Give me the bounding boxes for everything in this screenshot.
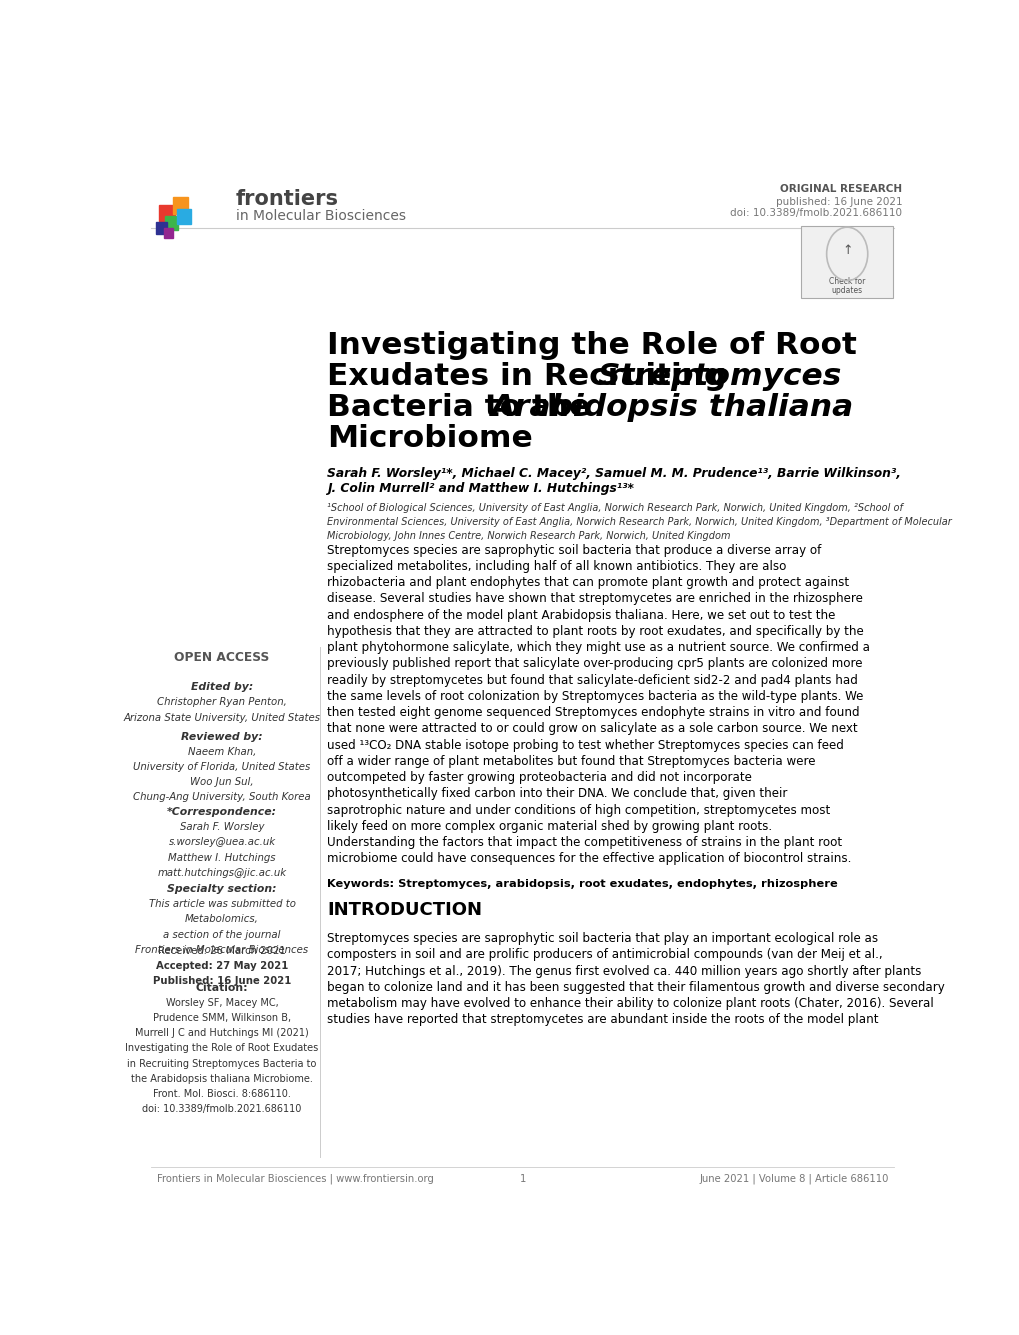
Text: Microbiology, John Innes Centre, Norwich Research Park, Norwich, United Kingdom: Microbiology, John Innes Centre, Norwich… [327, 530, 731, 541]
Bar [165, 216, 178, 230]
Text: Murrell J C and Hutchings MI (2021): Murrell J C and Hutchings MI (2021) [136, 1028, 309, 1039]
Text: OPEN ACCESS: OPEN ACCESS [174, 651, 269, 665]
Text: Investigating the Role of Root Exudates: Investigating the Role of Root Exudates [125, 1044, 318, 1053]
Text: Specialty section:: Specialty section: [167, 884, 276, 894]
Text: matt.hutchings@jic.ac.uk: matt.hutchings@jic.ac.uk [157, 868, 286, 878]
Text: Bacteria to the: Bacteria to the [327, 392, 601, 422]
Text: Prudence SMM, Wilkinson B,: Prudence SMM, Wilkinson B, [153, 1013, 290, 1023]
Text: specialized metabolites, including half of all known antibiotics. They are also: specialized metabolites, including half … [327, 559, 786, 573]
Bar [156, 222, 167, 234]
Text: disease. Several studies have shown that streptomycetes are enriched in the rhiz: disease. Several studies have shown that… [327, 593, 862, 605]
Text: doi: 10.3389/fmolb.2021.686110: doi: 10.3389/fmolb.2021.686110 [730, 207, 902, 218]
Text: ↑: ↑ [841, 244, 852, 258]
Text: Accepted: 27 May 2021: Accepted: 27 May 2021 [156, 961, 288, 971]
Text: Check for: Check for [828, 278, 864, 287]
Text: in Molecular Biosciences: in Molecular Biosciences [235, 208, 406, 223]
Text: *Correspondence:: *Correspondence: [167, 806, 277, 817]
Text: the Arabidopsis thaliana Microbiome.: the Arabidopsis thaliana Microbiome. [131, 1073, 313, 1084]
Text: hypothesis that they are attracted to plant roots by root exudates, and specific: hypothesis that they are attracted to pl… [327, 625, 863, 638]
Text: Worsley SF, Macey MC,: Worsley SF, Macey MC, [165, 997, 278, 1008]
Text: ORIGINAL RESEARCH: ORIGINAL RESEARCH [780, 184, 902, 195]
Text: off a wider range of plant metabolites but found that Streptomyces bacteria were: off a wider range of plant metabolites b… [327, 754, 815, 768]
Bar [173, 198, 187, 214]
Text: Woo Jun Sul,: Woo Jun Sul, [191, 777, 254, 788]
Text: Metabolomics,: Metabolomics, [184, 914, 259, 924]
Text: Investigating the Role of Root: Investigating the Role of Root [327, 331, 857, 360]
Text: Reviewed by:: Reviewed by: [181, 732, 263, 741]
Text: This article was submitted to: This article was submitted to [149, 900, 296, 909]
Text: June 2021 | Volume 8 | Article 686110: June 2021 | Volume 8 | Article 686110 [698, 1173, 888, 1184]
Text: Sarah F. Worsley: Sarah F. Worsley [179, 822, 264, 832]
Text: J. Colin Murrell² and Matthew I. Hutchings¹³*: J. Colin Murrell² and Matthew I. Hutchin… [327, 482, 634, 495]
Text: outcompeted by faster growing proteobacteria and did not incorporate: outcompeted by faster growing proteobact… [327, 772, 752, 784]
Text: Keywords: Streptomyces, arabidopsis, root exudates, endophytes, rhizosphere: Keywords: Streptomyces, arabidopsis, roo… [327, 878, 838, 889]
Text: Arabidopsis thaliana: Arabidopsis thaliana [490, 392, 853, 422]
Bar [176, 210, 191, 224]
Text: Received: 26 March 2021: Received: 26 March 2021 [158, 945, 285, 956]
Text: Edited by:: Edited by: [191, 682, 253, 693]
Text: saprotrophic nature and under conditions of high competition, streptomycetes mos: saprotrophic nature and under conditions… [327, 804, 829, 817]
Text: Streptomyces species are saprophytic soil bacteria that produce a diverse array : Streptomyces species are saprophytic soi… [327, 543, 821, 557]
Text: published: 16 June 2021: published: 16 June 2021 [775, 196, 902, 207]
Text: s.worsley@uea.ac.uk: s.worsley@uea.ac.uk [168, 837, 275, 848]
Text: then tested eight genome sequenced Streptomyces endophyte strains in vitro and f: then tested eight genome sequenced Strep… [327, 706, 859, 720]
Text: Naeem Khan,: Naeem Khan, [187, 746, 256, 757]
Text: Exudates in Recruiting: Exudates in Recruiting [327, 362, 737, 391]
Text: Streptomyces: Streptomyces [597, 362, 842, 391]
Text: Sarah F. Worsley¹*, Michael C. Macey², Samuel M. M. Prudence¹³, Barrie Wilkinson: Sarah F. Worsley¹*, Michael C. Macey², S… [327, 467, 901, 479]
Text: University of Florida, United States: University of Florida, United States [133, 762, 311, 772]
Text: Matthew I. Hutchings: Matthew I. Hutchings [168, 853, 275, 862]
Bar [164, 228, 173, 238]
Text: used ¹³CO₂ DNA stable isotope probing to test whether Streptomyces species can f: used ¹³CO₂ DNA stable isotope probing to… [327, 738, 844, 752]
Text: INTRODUCTION: INTRODUCTION [327, 901, 482, 920]
Text: ¹School of Biological Sciences, University of East Anglia, Norwich Research Park: ¹School of Biological Sciences, Universi… [327, 503, 903, 513]
FancyBboxPatch shape [800, 227, 893, 298]
Text: a section of the journal: a section of the journal [163, 929, 280, 940]
Text: 1: 1 [519, 1173, 526, 1184]
Text: microbiome could have consequences for the effective application of biocontrol s: microbiome could have consequences for t… [327, 852, 851, 865]
Text: Microbiome: Microbiome [327, 423, 533, 453]
Text: in Recruiting Streptomyces Bacteria to: in Recruiting Streptomyces Bacteria to [127, 1059, 317, 1068]
Text: rhizobacteria and plant endophytes that can promote plant growth and protect aga: rhizobacteria and plant endophytes that … [327, 577, 849, 589]
Text: readily by streptomycetes but found that salicylate-deficient sid2-2 and pad4 pl: readily by streptomycetes but found that… [327, 674, 857, 686]
Text: Citation:: Citation: [196, 983, 248, 992]
Text: previously published report that salicylate over-producing cpr5 plants are colon: previously published report that salicyl… [327, 657, 862, 670]
Text: frontiers: frontiers [235, 188, 338, 208]
Text: Environmental Sciences, University of East Anglia, Norwich Research Park, Norwic: Environmental Sciences, University of Ea… [327, 517, 952, 527]
Text: and endosphere of the model plant Arabidopsis thaliana. Here, we set out to test: and endosphere of the model plant Arabid… [327, 609, 835, 622]
Text: the same levels of root colonization by Streptomyces bacteria as the wild-type p: the same levels of root colonization by … [327, 690, 863, 702]
Text: metabolism may have evolved to enhance their ability to colonize plant roots (Ch: metabolism may have evolved to enhance t… [327, 997, 933, 1011]
Text: that none were attracted to or could grow on salicylate as a sole carbon source.: that none were attracted to or could gro… [327, 722, 857, 736]
Text: likely feed on more complex organic material shed by growing plant roots.: likely feed on more complex organic mate… [327, 820, 771, 833]
Text: Arizona State University, United States: Arizona State University, United States [123, 713, 320, 722]
Text: studies have reported that streptomycetes are abundant inside the roots of the m: studies have reported that streptomycete… [327, 1013, 878, 1027]
Text: Christopher Ryan Penton,: Christopher Ryan Penton, [157, 697, 286, 708]
Text: Streptomyces species are saprophytic soil bacteria that play an important ecolog: Streptomyces species are saprophytic soi… [327, 932, 877, 945]
Text: composters in soil and are prolific producers of antimicrobial compounds (van de: composters in soil and are prolific prod… [327, 948, 882, 961]
Text: Published: 16 June 2021: Published: 16 June 2021 [153, 976, 291, 987]
Bar [159, 204, 175, 222]
Text: Chung-Ang University, South Korea: Chung-Ang University, South Korea [133, 793, 311, 802]
Text: plant phytohormone salicylate, which they might use as a nutrient source. We con: plant phytohormone salicylate, which the… [327, 641, 869, 654]
Text: Understanding the factors that impact the competitiveness of strains in the plan: Understanding the factors that impact th… [327, 836, 842, 849]
Text: Front. Mol. Biosci. 8:686110.: Front. Mol. Biosci. 8:686110. [153, 1089, 290, 1099]
Text: doi: 10.3389/fmolb.2021.686110: doi: 10.3389/fmolb.2021.686110 [143, 1104, 302, 1115]
Text: updates: updates [830, 286, 862, 295]
Text: 2017; Hutchings et al., 2019). The genus first evolved ca. 440 million years ago: 2017; Hutchings et al., 2019). The genus… [327, 965, 921, 977]
Text: Frontiers in Molecular Biosciences: Frontiers in Molecular Biosciences [136, 945, 309, 955]
Text: photosynthetically fixed carbon into their DNA. We conclude that, given their: photosynthetically fixed carbon into the… [327, 788, 787, 800]
Text: began to colonize land and it has been suggested that their filamentous growth a: began to colonize land and it has been s… [327, 981, 945, 995]
Text: Frontiers in Molecular Biosciences | www.frontiersin.org: Frontiers in Molecular Biosciences | www… [157, 1173, 433, 1184]
